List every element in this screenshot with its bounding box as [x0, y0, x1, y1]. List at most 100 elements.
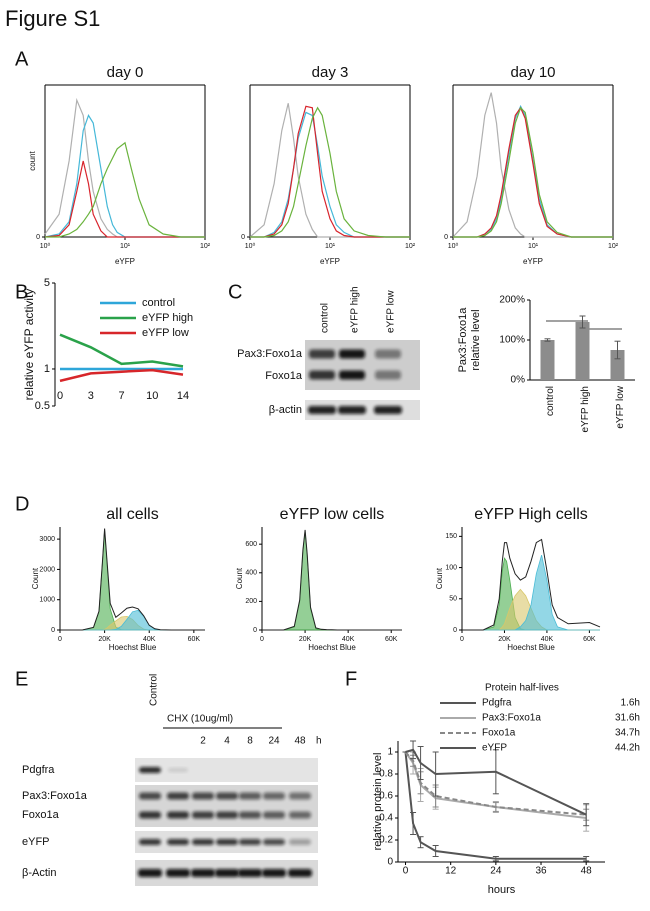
blot-band — [239, 811, 261, 819]
panel-label: E — [15, 668, 28, 690]
series-line — [262, 529, 402, 631]
blot-band — [238, 869, 262, 877]
x-tick-label: control — [545, 386, 556, 416]
y-tick-label: 0.4 — [379, 813, 393, 824]
series-line — [45, 141, 205, 238]
x-tick-label: eYFP low — [615, 385, 626, 428]
series-line — [462, 538, 601, 631]
x-axis-label: hours — [488, 884, 516, 896]
blot-row-label: Pdgfra — [22, 764, 55, 776]
y-tick-label: 0 — [51, 627, 55, 634]
blot-row-label: β-actin — [269, 404, 302, 416]
series-line — [452, 92, 613, 238]
x-tick-label: 60K — [188, 636, 201, 643]
blot-band — [289, 839, 311, 845]
blot-band — [139, 811, 161, 819]
y-tick-label: 100% — [499, 335, 525, 346]
x-tick-label: 10² — [405, 243, 416, 250]
legend-label: eYFP low — [142, 327, 189, 339]
series-area — [60, 609, 205, 631]
blot-control-label: Control — [149, 674, 160, 706]
blot-band — [339, 349, 365, 359]
panel-label: B — [15, 281, 28, 303]
y-tick-label: 0 — [444, 234, 448, 241]
x-tick-label: 10² — [200, 243, 211, 250]
x-axis-label: eYFP — [320, 257, 340, 266]
x-tick-label: 20K — [498, 636, 511, 643]
blot-band — [263, 792, 285, 800]
chart-title: day 10 — [510, 64, 555, 81]
blot-unit-label: h — [316, 736, 322, 747]
blot-band — [191, 869, 215, 877]
x-tick-label: 10² — [608, 243, 619, 250]
series-line — [59, 333, 184, 368]
y-tick-label: 0 — [453, 627, 457, 634]
blot-band — [263, 839, 285, 845]
blot-strip — [135, 758, 318, 782]
y-tick-label: 2000 — [39, 566, 55, 573]
x-tick-label: 48 — [581, 866, 593, 877]
blot-band — [216, 811, 238, 819]
series-line — [60, 528, 205, 631]
blot-band — [262, 869, 286, 877]
panel-label: A — [15, 48, 29, 70]
panel-label: D — [15, 493, 29, 515]
y-tick-label: 0 — [253, 627, 257, 634]
y-tick-label: 1 — [387, 747, 393, 758]
panel-label: F — [345, 668, 357, 690]
x-axis-label: Hoechst Blue — [507, 643, 555, 652]
legend-label: eYFP — [482, 743, 507, 754]
y-tick-label: 0.6 — [379, 791, 393, 802]
y-tick-label: 3000 — [39, 536, 55, 543]
blot-band — [192, 839, 214, 845]
blot-row-label: Foxo1a — [265, 370, 303, 382]
legend-value: 31.6h — [615, 713, 640, 724]
blot-row-label: eYFP — [22, 836, 50, 848]
x-axis-label: eYFP — [523, 257, 543, 266]
y-axis-label: count — [28, 150, 37, 170]
legend-label: control — [142, 297, 175, 309]
y-axis-label: Pax3:Foxo1a — [457, 307, 469, 373]
blot-band — [167, 811, 189, 819]
x-tick-label: 60K — [583, 636, 596, 643]
blot-time-label: 8 — [247, 736, 253, 747]
bar — [575, 322, 590, 380]
y-axis-label: relative level — [470, 309, 482, 370]
y-tick-label: 0.8 — [379, 769, 393, 780]
x-tick-label: 24 — [490, 866, 502, 877]
legend-label: eYFP high — [142, 312, 193, 324]
blot-band — [309, 349, 335, 359]
blot-band — [216, 839, 238, 845]
blot-band — [167, 792, 189, 800]
x-tick-label: 10 — [146, 390, 158, 402]
y-axis-label: Count — [435, 567, 444, 589]
blot-treatment-label: CHX (10ug/ml) — [167, 714, 233, 725]
blot-band — [139, 792, 161, 800]
blot-column-label: eYFP high — [350, 286, 361, 333]
x-tick-label: 0 — [57, 390, 63, 402]
y-axis-label: Count — [235, 567, 244, 589]
x-tick-label: 40K — [342, 636, 355, 643]
chart-title: eYFP low cells — [280, 506, 385, 523]
y-tick-label: 0.5 — [35, 400, 50, 412]
x-tick-label: 0 — [403, 866, 409, 877]
x-tick-label: eYFP high — [580, 386, 591, 433]
x-tick-label: 20K — [98, 636, 111, 643]
blot-band — [375, 370, 401, 380]
blot-band — [375, 349, 401, 359]
blot-band — [139, 767, 161, 773]
blot-band — [166, 869, 190, 877]
x-tick-label: 0 — [58, 636, 62, 643]
blot-band — [139, 839, 161, 845]
y-tick-label: 100 — [445, 564, 457, 571]
y-tick-label: 0 — [241, 234, 245, 241]
blot-time-label: 4 — [224, 736, 230, 747]
legend-title: Protein half-lives — [485, 683, 559, 694]
blot-band — [309, 370, 335, 380]
blot-band — [168, 768, 188, 772]
blot-band — [339, 370, 365, 380]
blot-row-label: Foxo1a — [22, 809, 60, 821]
x-tick-label: 36 — [535, 866, 547, 877]
series-line — [250, 106, 410, 238]
blot-column-label: control — [320, 303, 331, 333]
